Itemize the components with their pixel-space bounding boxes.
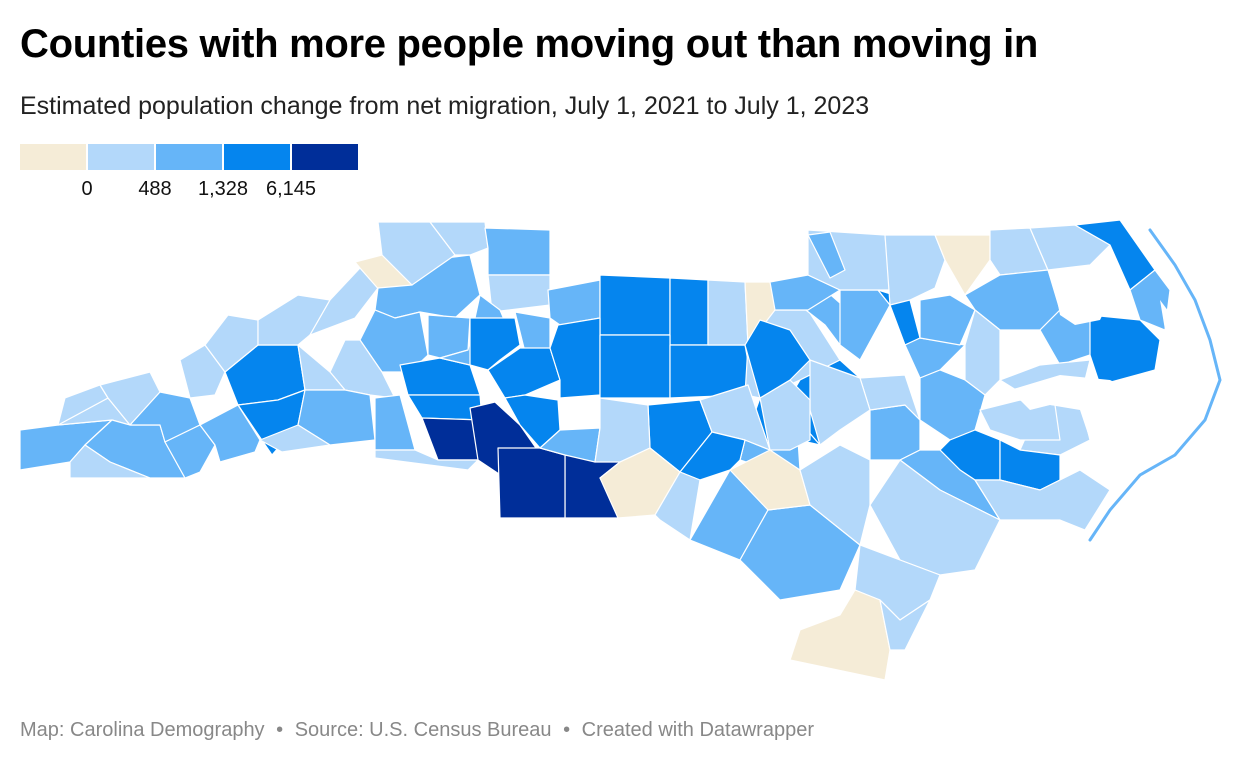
county-shape[interactable]: [599, 334, 671, 399]
county-shape[interactable]: [1029, 224, 1111, 271]
county-shape[interactable]: [469, 317, 521, 371]
sound-water: [1010, 375, 1195, 470]
counties-layer: [19, 219, 1171, 681]
legend-swatch-3: [224, 144, 290, 170]
county-shape[interactable]: [879, 599, 931, 651]
county-shape[interactable]: [164, 424, 216, 479]
county-shape[interactable]: [484, 227, 551, 276]
county-shape[interactable]: [699, 384, 771, 451]
county-shape[interactable]: [179, 344, 226, 399]
county-shape[interactable]: [514, 311, 551, 353]
county-shape[interactable]: [979, 399, 1061, 441]
datawrapper-credit: Created with Datawrapper: [581, 719, 814, 741]
sound-water: [1160, 300, 1180, 390]
county-shape[interactable]: [964, 269, 1061, 331]
county-shape[interactable]: [789, 589, 891, 681]
chart-title: Counties with more people moving out tha…: [20, 22, 1039, 66]
county-shape[interactable]: [919, 294, 976, 346]
county-shape[interactable]: [654, 471, 701, 541]
legend-labels: 0 488 1,328 6,145: [20, 170, 360, 200]
county-shape[interactable]: [549, 317, 601, 399]
sound-water: [1055, 285, 1110, 325]
county-shape[interactable]: [69, 444, 151, 479]
legend-swatch-4: [292, 144, 358, 170]
legend-tick-label: 1,328: [197, 178, 249, 200]
county-shape[interactable]: [377, 221, 456, 286]
county-shape[interactable]: [429, 221, 489, 256]
legend-swatch-0: [20, 144, 86, 170]
color-legend: 0 488 1,328 6,145: [20, 144, 360, 200]
map-credit: Map: Carolina Demography: [20, 719, 265, 741]
county-shape[interactable]: [599, 274, 671, 336]
county-shape[interactable]: [497, 447, 566, 519]
footer-separator: •: [276, 719, 284, 741]
county-shape[interactable]: [884, 234, 946, 306]
county-shape[interactable]: [974, 469, 1111, 531]
county-shape[interactable]: [374, 394, 416, 451]
county-shape[interactable]: [487, 274, 551, 313]
county-shape[interactable]: [399, 357, 481, 396]
county-shape[interactable]: [374, 449, 479, 471]
county-shape[interactable]: [199, 404, 261, 463]
county-shape[interactable]: [309, 267, 379, 336]
county-shape[interactable]: [707, 279, 749, 346]
legend-tick-label: 6,145: [265, 178, 317, 200]
county-shape[interactable]: [807, 231, 846, 279]
county-shape[interactable]: [839, 289, 891, 361]
legend-tick-label: 488: [138, 178, 172, 200]
chart-subtitle: Estimated population change from net mig…: [20, 92, 870, 120]
legend-tick-label: 0: [81, 178, 93, 200]
legend-swatch-1: [88, 144, 154, 170]
water-layer: [1010, 228, 1222, 542]
county-shape[interactable]: [259, 424, 331, 453]
legend-swatch-2: [156, 144, 222, 170]
county-shape[interactable]: [934, 234, 991, 296]
county-shape[interactable]: [904, 337, 966, 379]
north-carolina-county-map[interactable]: [0, 195, 1240, 695]
outer-banks-islands: [1088, 228, 1222, 542]
footer-separator: •: [563, 719, 571, 741]
county-shape[interactable]: [809, 359, 871, 446]
county-shape[interactable]: [1089, 314, 1161, 386]
footer: Map: Carolina Demography • Source: U.S. …: [20, 719, 814, 742]
source-credit: Source: U.S. Census Bureau: [294, 719, 552, 741]
county-shape[interactable]: [919, 369, 986, 441]
county-shape[interactable]: [669, 277, 709, 346]
county-shape[interactable]: [744, 319, 811, 399]
legend-swatches: [20, 144, 360, 170]
county-shape[interactable]: [547, 279, 601, 326]
